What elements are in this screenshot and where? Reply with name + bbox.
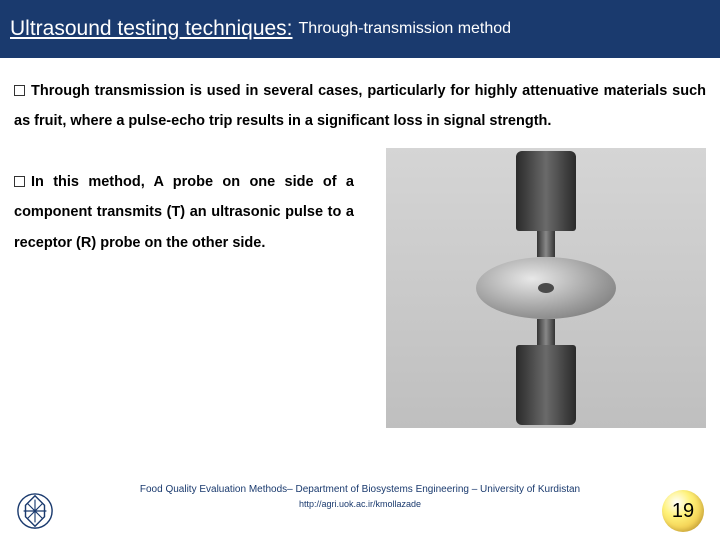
probe-transmitter	[516, 151, 576, 231]
sample-fruit	[476, 257, 616, 319]
page-number-badge: 19	[662, 490, 704, 532]
bullet-icon	[14, 85, 25, 96]
page-number: 19	[672, 500, 694, 523]
paragraph-2-wrap: In this method, A probe on one side of a…	[14, 167, 354, 258]
probe-receiver	[516, 345, 576, 425]
paragraph-1-text: Through transmission is used in several …	[14, 83, 706, 129]
title-main: Ultrasound testing techniques:	[10, 17, 293, 41]
probe-stem-bottom	[537, 319, 555, 345]
paragraph-1: Through transmission is used in several …	[14, 76, 706, 137]
title-bar: Ultrasound testing techniques: Through-t…	[0, 0, 720, 58]
title-sub: Through-transmission method	[299, 20, 512, 38]
footer: Food Quality Evaluation Methods– Departm…	[0, 484, 720, 540]
footer-affiliation: Food Quality Evaluation Methods– Departm…	[0, 484, 720, 495]
bullet-icon	[14, 176, 25, 187]
university-logo-icon	[16, 492, 54, 530]
probe-stem-top	[537, 231, 555, 257]
paragraph-2-text: In this method, A probe on one side of a…	[14, 174, 354, 251]
footer-url: http://agri.uok.ac.ir/kmollazade	[0, 499, 720, 509]
figure-through-transmission	[386, 148, 706, 428]
paragraph-2: In this method, A probe on one side of a…	[14, 167, 354, 258]
